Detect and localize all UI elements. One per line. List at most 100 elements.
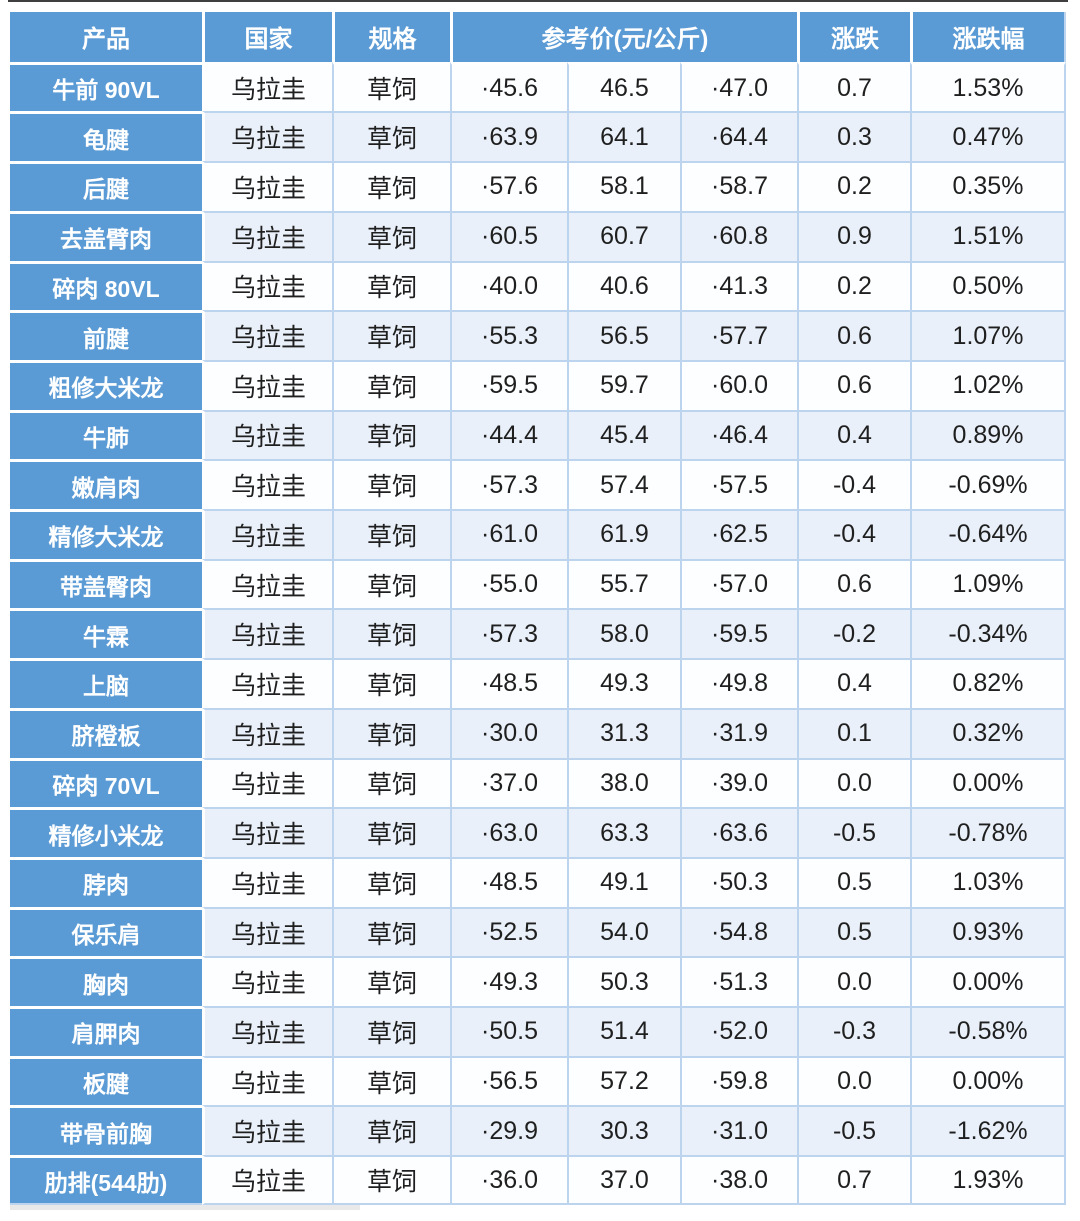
country-cell: 乌拉圭 [202, 906, 332, 957]
table-row: 碎肉 70VL 乌拉圭 草饲 ·37.0 38.0·39.0 0.0 0.00% [10, 757, 1066, 808]
country-cell: 乌拉圭 [202, 459, 332, 510]
change-pct-cell: 1.07% [910, 310, 1066, 360]
country-cell: 乌拉圭 [202, 1006, 332, 1056]
country-cell: 乌拉圭 [202, 210, 332, 261]
price-low-cell: ·61.0 [450, 509, 567, 559]
product-cell: 脐橙板 [10, 707, 202, 758]
spec-cell: 草饲 [332, 459, 450, 510]
price-mid-cell: 45.4 [567, 409, 680, 460]
country-cell: 乌拉圭 [202, 310, 332, 360]
price-mid-cell: 57.4 [567, 459, 680, 510]
table-row: 碎肉 80VL 乌拉圭 草饲 ·40.0 40.6·41.3 0.2 0.50% [10, 260, 1066, 311]
table-row: 牛前 90VL 乌拉圭 草饲 ·45.6 46.5·47.0 0.7 1.53% [10, 61, 1066, 112]
change-pct-cell: 1.02% [910, 359, 1066, 410]
price-high-cell: ·51.3 [680, 956, 797, 1007]
product-cell: 胸肉 [10, 956, 202, 1007]
price-mid-cell: 63.3 [567, 807, 680, 857]
price-high-cell: ·46.4 [680, 409, 797, 460]
country-cell: 乌拉圭 [202, 757, 332, 808]
country-cell: 乌拉圭 [202, 260, 332, 311]
spec-cell: 草饲 [332, 956, 450, 1007]
price-low-cell: ·48.5 [450, 856, 567, 907]
table-body: 牛前 90VL 乌拉圭 草饲 ·45.6 46.5·47.0 0.7 1.53% 龟腱 乌拉圭草… [10, 61, 1066, 1205]
price-high-cell: ·59.8 [680, 1055, 797, 1106]
product-cell: 肩胛肉 [10, 1006, 202, 1056]
product-cell: 碎肉 70VL [10, 757, 202, 808]
change-cell: -0.4 [797, 459, 910, 510]
table-header-row: 产品 国家 规格 参考价(元/公斤) 涨跌 涨跌幅 [10, 12, 1066, 62]
change-pct-cell: -0.64% [910, 509, 1066, 559]
price-mid-cell: 60.7 [567, 210, 680, 261]
spec-cell: 草饲 [332, 558, 450, 609]
table-row: 龟腱 乌拉圭 草饲 ·63.9 64.1·64.4 0.3 0.47% [10, 111, 1066, 162]
spec-cell: 草饲 [332, 111, 450, 162]
price-low-cell: ·44.4 [450, 409, 567, 460]
price-mid-cell: 64.1 [567, 111, 680, 162]
price-high-cell: ·52.0 [680, 1006, 797, 1056]
change-cell: 0.9 [797, 210, 910, 261]
price-high-cell: ·59.5 [680, 608, 797, 659]
change-pct-cell: -0.69% [910, 459, 1066, 510]
change-pct-cell: 0.47% [910, 111, 1066, 162]
header-cell-spec: 规格 [332, 12, 450, 62]
price-low-cell: ·49.3 [450, 956, 567, 1007]
price-mid-cell: 49.1 [567, 856, 680, 907]
price-low-cell: ·29.9 [450, 1105, 567, 1156]
header-cell-country: 国家 [202, 12, 332, 62]
change-cell: 0.0 [797, 1055, 910, 1106]
price-low-cell: ·55.0 [450, 558, 567, 609]
change-cell: 0.6 [797, 310, 910, 360]
product-cell: 粗修大米龙 [10, 359, 202, 410]
change-pct-cell: 0.00% [910, 757, 1066, 808]
spec-cell: 草饲 [332, 757, 450, 808]
spec-cell: 草饲 [332, 359, 450, 410]
spec-cell: 草饲 [332, 1105, 450, 1156]
change-cell: 0.2 [797, 161, 910, 211]
price-high-cell: ·63.6 [680, 807, 797, 857]
product-cell: 带骨前胸 [10, 1105, 202, 1156]
change-pct-cell: 0.35% [910, 161, 1066, 211]
price-low-cell: ·48.5 [450, 658, 567, 708]
change-cell: 0.7 [797, 1155, 910, 1205]
change-cell: -0.3 [797, 1006, 910, 1056]
table-row: 脐橙板 乌拉圭 草饲 ·30.0 31.3·31.9 0.1 0.32% [10, 707, 1066, 758]
price-high-cell: ·50.3 [680, 856, 797, 907]
price-mid-cell: 30.3 [567, 1105, 680, 1156]
price-mid-cell: 49.3 [567, 658, 680, 708]
price-high-cell: ·57.7 [680, 310, 797, 360]
table-row: 胸肉 乌拉圭 草饲 ·49.3 50.3·51.3 0.0 0.00% [10, 956, 1066, 1007]
table-row: 肩胛肉 乌拉圭 草饲 ·50.5 51.4·52.0 -0.3 -0.58% [10, 1006, 1066, 1056]
spec-cell: 草饲 [332, 707, 450, 758]
price-mid-cell: 56.5 [567, 310, 680, 360]
change-pct-cell: 0.89% [910, 409, 1066, 460]
spec-cell: 草饲 [332, 161, 450, 211]
country-cell: 乌拉圭 [202, 608, 332, 659]
product-cell: 肋排(544肋) [10, 1155, 202, 1205]
product-cell: 牛前 90VL [10, 61, 202, 112]
price-high-cell: ·60.0 [680, 359, 797, 410]
country-cell: 乌拉圭 [202, 61, 332, 112]
price-mid-cell: 57.2 [567, 1055, 680, 1106]
price-high-cell: ·62.5 [680, 509, 797, 559]
country-cell: 乌拉圭 [202, 1155, 332, 1205]
product-cell: 嫩肩肉 [10, 459, 202, 510]
price-low-cell: ·57.3 [450, 608, 567, 659]
price-high-cell: ·57.5 [680, 459, 797, 510]
change-cell: 0.0 [797, 956, 910, 1007]
price-high-cell: ·41.3 [680, 260, 797, 311]
product-cell: 后腱 [10, 161, 202, 211]
price-mid-cell: 59.7 [567, 359, 680, 410]
change-pct-cell: 1.53% [910, 61, 1066, 112]
country-cell: 乌拉圭 [202, 807, 332, 857]
change-pct-cell: 1.51% [910, 210, 1066, 261]
header-cell-reference-price: 参考价(元/公斤) [450, 12, 797, 62]
country-cell: 乌拉圭 [202, 1105, 332, 1156]
table-row: 去盖臂肉 乌拉圭 草饲 ·60.5 60.7·60.8 0.9 1.51% [10, 210, 1066, 261]
spec-cell: 草饲 [332, 1055, 450, 1106]
price-low-cell: ·57.6 [450, 161, 567, 211]
table-row: 精修大米龙 乌拉圭 草饲 ·61.0 61.9·62.5 -0.4 -0.64% [10, 509, 1066, 559]
price-low-cell: ·50.5 [450, 1006, 567, 1056]
change-pct-cell: -1.62% [910, 1105, 1066, 1156]
change-pct-cell: 0.82% [910, 658, 1066, 708]
table-row: 牛肺 乌拉圭 草饲 ·44.4 45.4·46.4 0.4 0.89% [10, 409, 1066, 460]
